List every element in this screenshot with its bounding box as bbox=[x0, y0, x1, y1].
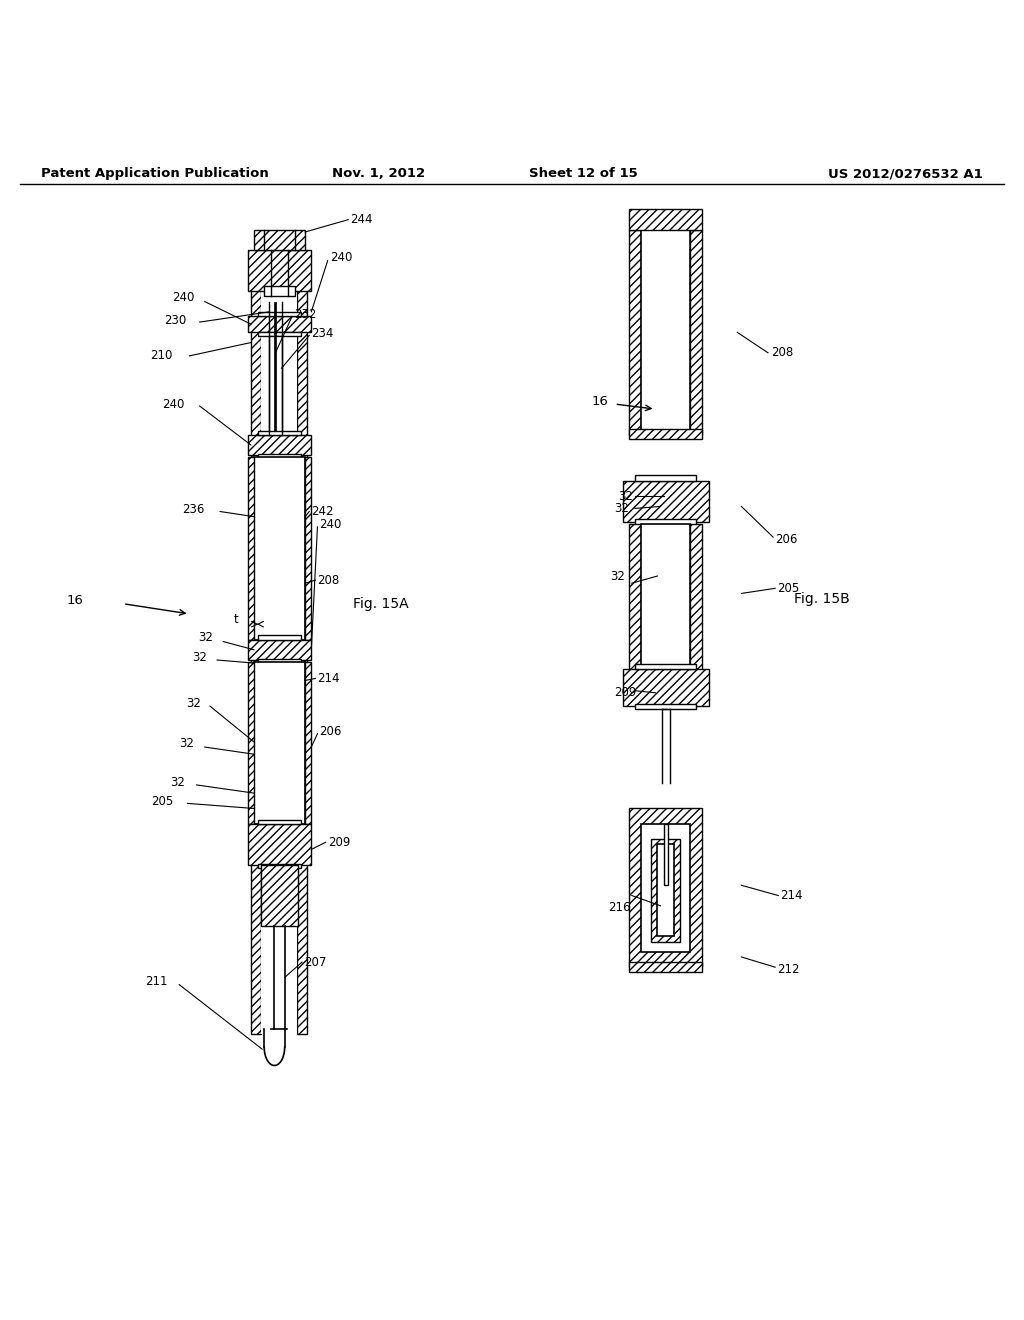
Bar bbox=[629, 524, 641, 671]
Text: 240: 240 bbox=[172, 290, 195, 304]
Bar bbox=[657, 845, 674, 936]
Bar bbox=[297, 260, 307, 1034]
Bar bbox=[258, 659, 301, 663]
Text: 209: 209 bbox=[614, 686, 637, 700]
Text: 32: 32 bbox=[186, 697, 202, 710]
Bar bbox=[305, 663, 311, 824]
Text: 32: 32 bbox=[170, 776, 185, 789]
Bar bbox=[248, 457, 254, 639]
Text: 240: 240 bbox=[319, 519, 342, 532]
Text: 206: 206 bbox=[775, 533, 798, 545]
Text: 211: 211 bbox=[145, 975, 168, 989]
Text: t: t bbox=[233, 612, 239, 626]
Text: 32: 32 bbox=[618, 490, 634, 503]
Text: Patent Application Publication: Patent Application Publication bbox=[41, 168, 268, 180]
Text: 209: 209 bbox=[328, 836, 350, 849]
Text: 242: 242 bbox=[311, 506, 334, 517]
Bar bbox=[261, 865, 298, 927]
Text: 32: 32 bbox=[610, 569, 626, 582]
Bar bbox=[635, 664, 696, 669]
Text: 234: 234 bbox=[311, 327, 334, 339]
Bar bbox=[641, 824, 690, 952]
Text: 244: 244 bbox=[350, 213, 373, 226]
Bar bbox=[664, 824, 668, 886]
Text: 214: 214 bbox=[317, 672, 340, 685]
Bar bbox=[690, 230, 702, 434]
Text: 207: 207 bbox=[304, 956, 327, 969]
Text: 32: 32 bbox=[179, 738, 195, 751]
Bar bbox=[254, 663, 305, 824]
Text: Nov. 1, 2012: Nov. 1, 2012 bbox=[333, 168, 425, 180]
Bar bbox=[248, 663, 254, 824]
Bar bbox=[629, 210, 702, 230]
Text: 210: 210 bbox=[151, 350, 173, 363]
Bar bbox=[269, 337, 282, 434]
Text: 208: 208 bbox=[771, 346, 794, 359]
Text: 230: 230 bbox=[164, 314, 186, 326]
Bar bbox=[305, 457, 311, 639]
Text: 240: 240 bbox=[162, 397, 184, 411]
Bar bbox=[641, 230, 690, 434]
Bar bbox=[629, 808, 702, 968]
Bar bbox=[248, 434, 311, 455]
Bar bbox=[623, 480, 709, 521]
Bar bbox=[261, 260, 297, 1034]
Bar bbox=[258, 333, 301, 337]
Bar bbox=[635, 704, 696, 709]
Bar bbox=[258, 635, 301, 639]
Bar bbox=[651, 840, 680, 941]
Bar bbox=[254, 457, 305, 639]
Text: 208: 208 bbox=[317, 574, 340, 586]
Bar bbox=[690, 524, 702, 671]
Text: 32: 32 bbox=[199, 631, 214, 644]
Text: 214: 214 bbox=[780, 890, 803, 902]
Bar bbox=[635, 519, 696, 525]
Text: 240: 240 bbox=[330, 251, 352, 264]
Bar bbox=[264, 286, 295, 297]
Text: 232: 232 bbox=[294, 309, 316, 321]
Bar bbox=[623, 669, 709, 706]
Text: Fig. 15B: Fig. 15B bbox=[794, 591, 849, 606]
Text: 205: 205 bbox=[152, 795, 174, 808]
Bar bbox=[248, 315, 311, 333]
Bar bbox=[635, 475, 696, 480]
Text: Sheet 12 of 15: Sheet 12 of 15 bbox=[529, 168, 638, 180]
Text: 216: 216 bbox=[608, 902, 631, 915]
Bar bbox=[251, 260, 261, 1034]
Bar bbox=[258, 430, 301, 434]
Text: 16: 16 bbox=[592, 396, 608, 408]
Bar bbox=[258, 312, 301, 315]
Text: 16: 16 bbox=[67, 594, 83, 607]
Bar bbox=[248, 639, 311, 660]
Bar bbox=[629, 962, 702, 973]
Text: 206: 206 bbox=[319, 725, 342, 738]
Text: 236: 236 bbox=[182, 503, 205, 516]
Text: US 2012/0276532 A1: US 2012/0276532 A1 bbox=[828, 168, 983, 180]
Text: 205: 205 bbox=[777, 582, 800, 595]
Text: 32: 32 bbox=[193, 652, 208, 664]
Bar bbox=[274, 301, 276, 434]
Text: Fig. 15A: Fig. 15A bbox=[353, 597, 409, 611]
Bar bbox=[258, 820, 301, 824]
Text: 212: 212 bbox=[777, 962, 800, 975]
Bar bbox=[258, 454, 301, 458]
Bar bbox=[629, 230, 641, 434]
Bar bbox=[248, 824, 311, 865]
Bar bbox=[248, 251, 311, 292]
Bar bbox=[641, 524, 690, 671]
Bar bbox=[254, 230, 305, 251]
Bar bbox=[258, 863, 301, 867]
Text: 32: 32 bbox=[614, 502, 630, 515]
Bar bbox=[629, 429, 702, 438]
